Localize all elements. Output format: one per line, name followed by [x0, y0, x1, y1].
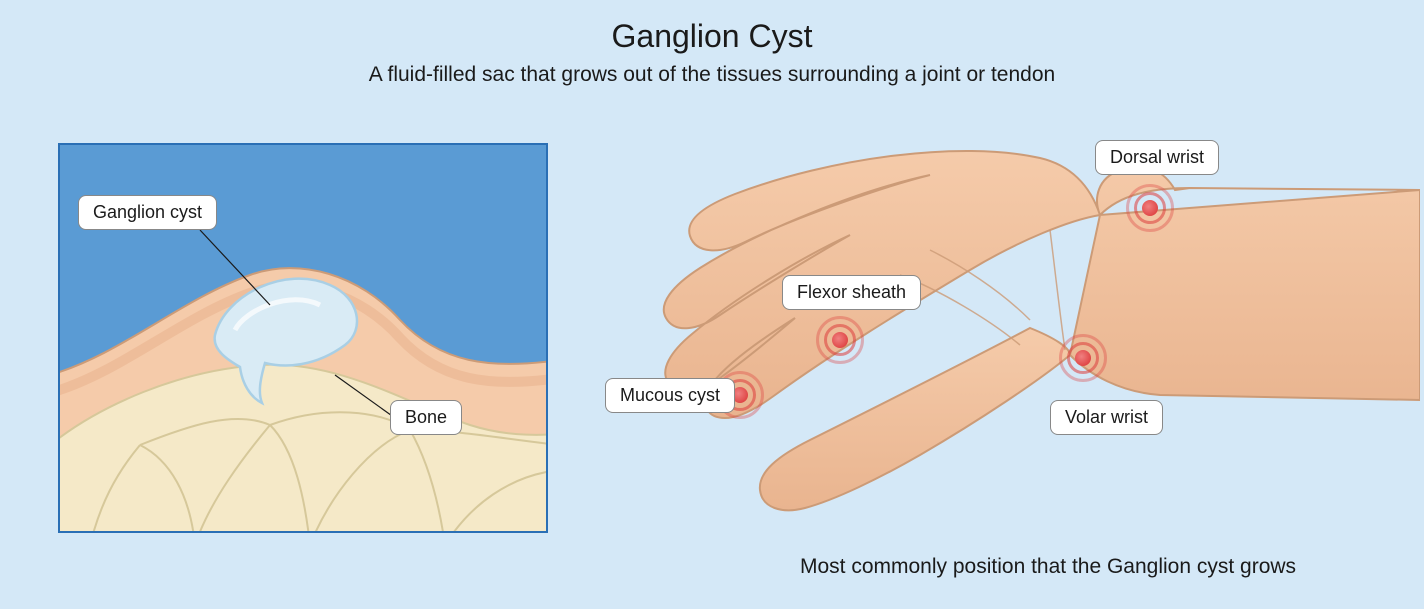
hand-caption: Most commonly position that the Ganglion…: [800, 555, 1296, 579]
label-mucous-cyst: Mucous cyst: [605, 378, 735, 413]
marker-flexor-sheath: [816, 316, 864, 364]
hand-illustration: [600, 120, 1420, 550]
marker-volar-wrist: [1059, 334, 1107, 382]
label-ganglion-cyst: Ganglion cyst: [78, 195, 217, 230]
label-volar-wrist: Volar wrist: [1050, 400, 1163, 435]
hand-panel: [600, 120, 1420, 550]
label-flexor-sheath: Flexor sheath: [782, 275, 921, 310]
label-bone: Bone: [390, 400, 462, 435]
label-dorsal-wrist: Dorsal wrist: [1095, 140, 1219, 175]
marker-dorsal-wrist: [1126, 184, 1174, 232]
